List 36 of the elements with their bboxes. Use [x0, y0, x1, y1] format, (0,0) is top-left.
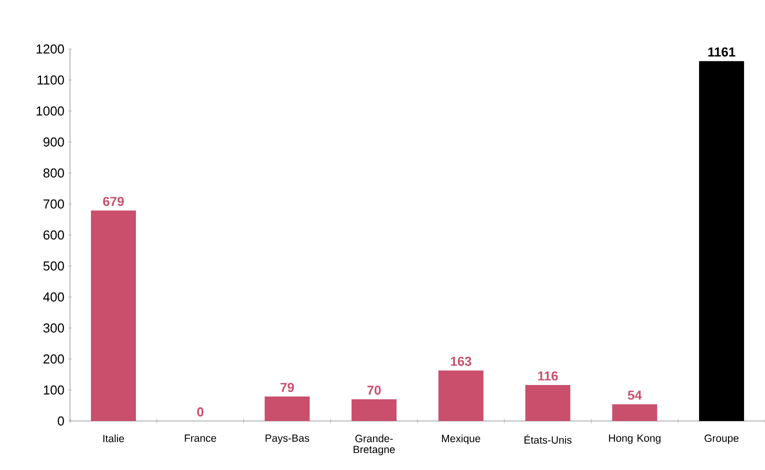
y-tick-label: 0: [58, 416, 64, 426]
y-tick-label: 1100: [38, 75, 64, 85]
data-label: 70: [367, 386, 381, 395]
y-tick-label: 800: [43, 168, 64, 178]
bar: [352, 399, 397, 421]
y-tick-label: 700: [44, 199, 64, 209]
x-tick-label: Italie: [103, 434, 124, 442]
x-tick-label: Groupe: [704, 434, 739, 444]
x-tick-label: États-Unis: [524, 434, 572, 444]
data-label: 163: [450, 356, 472, 366]
data-label: 79: [280, 382, 294, 392]
y-tick-label: 200: [44, 354, 64, 364]
bar: [90, 210, 136, 421]
bar: [699, 61, 744, 421]
data-label: 0: [197, 407, 204, 416]
y-tick-label: 500: [43, 261, 64, 271]
y-tick-label: 900: [43, 137, 64, 147]
x-tick-label: Mexique: [442, 434, 480, 444]
y-tick-label: 300: [43, 323, 64, 333]
bar: [525, 385, 570, 421]
data-label: 116: [538, 371, 558, 381]
y-tick-label: 100: [44, 385, 64, 395]
y-tick-label: 400: [43, 292, 64, 302]
x-tick-label: Hong Kong: [609, 434, 660, 444]
data-label: 1161: [708, 47, 736, 57]
bar: [612, 404, 658, 421]
bar: [438, 370, 484, 421]
y-tick-label: 600: [44, 230, 64, 240]
x-tick-label: Grande-Bretagne: [354, 434, 395, 456]
y-tick-label: 1000: [36, 106, 64, 116]
bar: [264, 396, 310, 421]
data-label: 679: [103, 196, 124, 206]
x-tick-label: France: [184, 434, 216, 442]
data-label: 54: [628, 390, 642, 400]
y-tick-label: 1200: [36, 44, 64, 54]
x-tick-label: Pays-Bas: [266, 434, 310, 444]
